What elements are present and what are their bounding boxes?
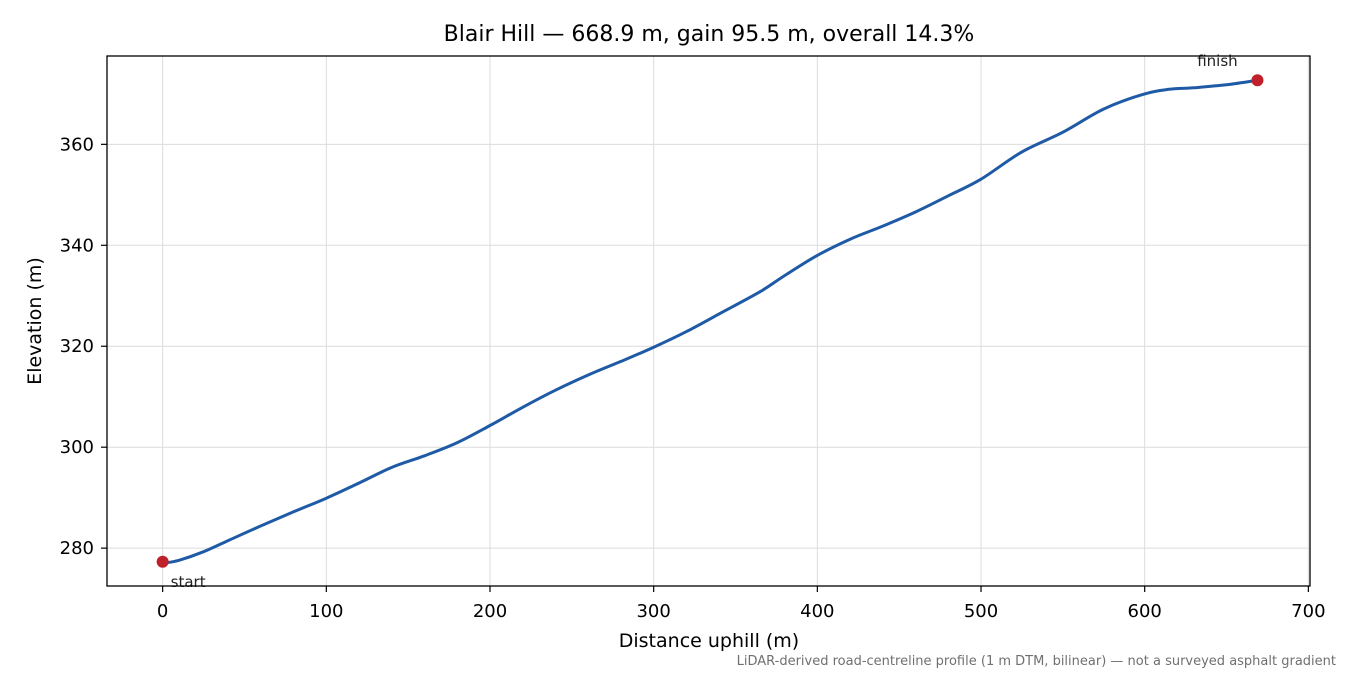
x-tick-label: 700 <box>1291 601 1325 622</box>
x-tick-label: 400 <box>800 601 834 622</box>
finish-marker <box>1251 74 1264 87</box>
x-tick-label: 300 <box>636 601 670 622</box>
y-tick-label: 280 <box>60 538 94 559</box>
axis-ticks: 0 100 200 300 400 500 600 700 280 300 320 340 360 <box>60 134 1326 622</box>
x-tick-label: 200 <box>473 601 507 622</box>
y-tick-label: 300 <box>60 437 94 458</box>
x-tick-label: 0 <box>157 601 168 622</box>
finish-label: finish <box>1197 52 1237 70</box>
footnote: LiDAR-derived road-centreline profile (1… <box>737 654 1336 669</box>
y-tick-label: 320 <box>60 336 94 357</box>
y-axis-label: Elevation (m) <box>24 257 46 385</box>
x-tick-label: 600 <box>1128 601 1162 622</box>
start-marker <box>156 555 169 568</box>
start-label: start <box>171 573 206 591</box>
y-tick-label: 340 <box>60 235 94 256</box>
endpoint-markers: start finish <box>156 52 1264 591</box>
x-tick-label: 100 <box>309 601 343 622</box>
x-tick-label: 500 <box>964 601 998 622</box>
grid <box>107 56 1310 586</box>
y-tick-label: 360 <box>60 134 94 155</box>
chart-title: Blair Hill — 668.9 m, gain 95.5 m, overa… <box>444 22 975 47</box>
elevation-line <box>161 78 1259 565</box>
plot-frame <box>106 55 1311 587</box>
x-axis-label: Distance uphill (m) <box>619 630 799 652</box>
